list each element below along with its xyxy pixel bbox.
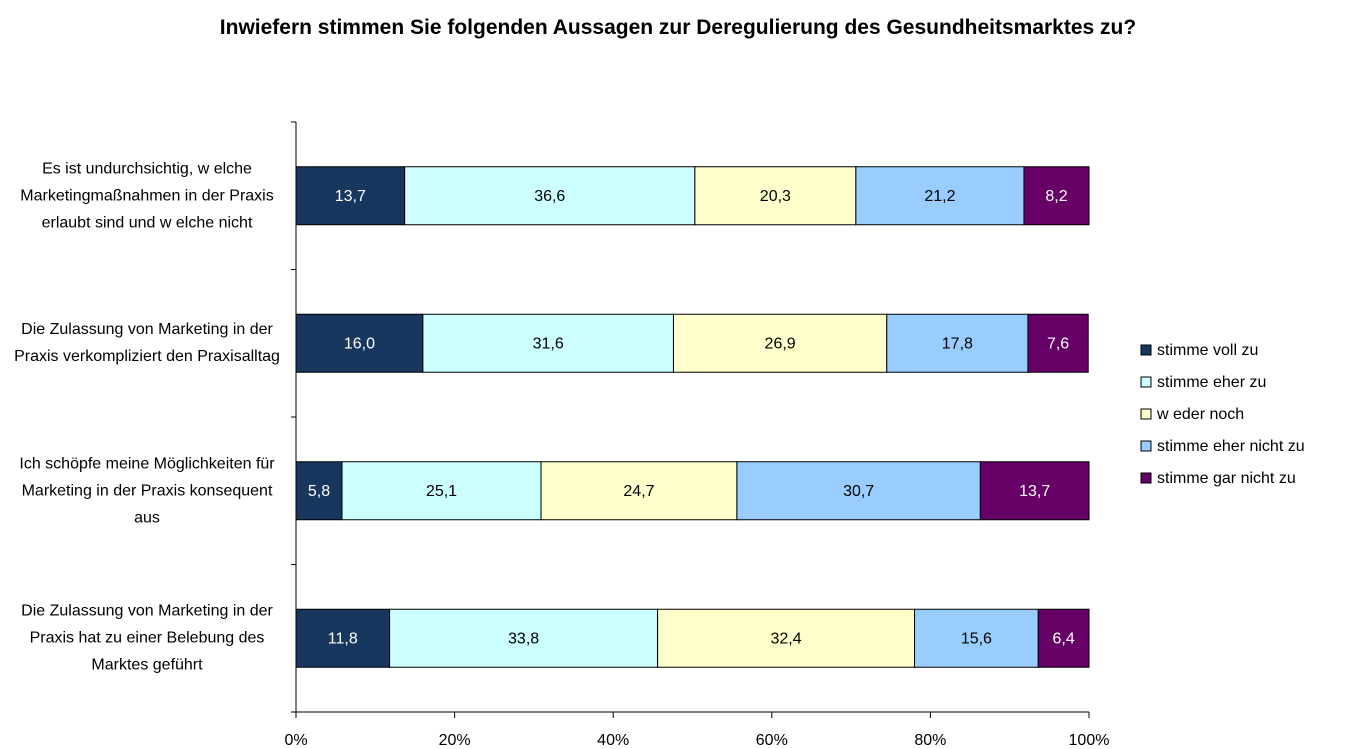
x-tick-label: 20%: [439, 732, 471, 749]
bar-segment: [295, 166, 406, 226]
bar-segment: [295, 461, 343, 521]
x-tick-label: 40%: [597, 732, 629, 749]
data-label: 13,7: [1019, 483, 1050, 500]
legend-swatch: [1140, 472, 1152, 484]
bar-segment: [341, 461, 542, 521]
data-label: 6,4: [1052, 630, 1074, 647]
legend-swatch: [1140, 408, 1152, 420]
x-tick-label: 60%: [756, 732, 788, 749]
category-label: Ich schöpfe meine Möglichkeiten für Mark…: [19, 455, 275, 527]
legend-swatch: [1140, 344, 1152, 356]
category-label: Die Zulassung von Marketing in der Praxi…: [14, 321, 280, 366]
bar-segment: [736, 461, 981, 521]
legend-swatch: [1140, 376, 1152, 388]
bar-segment: [1037, 608, 1090, 668]
bar-segment: [855, 166, 1025, 226]
bar-segment: [404, 166, 696, 226]
bar-segment: [389, 608, 659, 668]
bar-segment: [295, 313, 424, 373]
data-label: 16,0: [344, 335, 375, 352]
bar-segment: [657, 608, 916, 668]
chart-title: Inwiefern stimmen Sie folgenden Aussagen…: [219, 16, 1137, 39]
bar-segment: [422, 313, 674, 373]
bar-segment: [672, 313, 888, 373]
bar-segment: [914, 608, 1039, 668]
legend-label: stimme voll zu: [1157, 342, 1258, 359]
data-label: 5,8: [308, 483, 330, 500]
bar-segment: [979, 461, 1090, 521]
data-label: 31,6: [533, 335, 564, 352]
category-label: Die Zulassung von Marketing in der Praxi…: [21, 602, 273, 674]
data-label: 8,2: [1045, 188, 1067, 205]
bar-segment: [694, 166, 857, 226]
legend-swatch: [1140, 440, 1152, 452]
data-label: 33,8: [508, 630, 539, 647]
data-label: 36,6: [534, 188, 565, 205]
data-label: 15,6: [961, 630, 992, 647]
data-label: 21,2: [924, 188, 955, 205]
legend-label: stimme eher nicht zu: [1157, 438, 1305, 455]
data-label: 13,7: [335, 188, 366, 205]
bar-segment: [1027, 313, 1089, 373]
bar-segment: [540, 461, 738, 521]
data-label: 30,7: [843, 483, 874, 500]
data-label: 7,6: [1047, 335, 1069, 352]
data-label: 25,1: [426, 483, 457, 500]
data-label: 26,9: [765, 335, 796, 352]
legend-label: stimme eher zu: [1157, 374, 1266, 391]
category-label: Es ist undurchsichtig, w elche Marketing…: [20, 160, 274, 232]
data-label: 24,7: [623, 483, 654, 500]
data-label: 11,8: [328, 630, 358, 647]
bar-segment: [1023, 166, 1090, 226]
data-label: 32,4: [771, 630, 802, 647]
x-tick-label: 0%: [284, 732, 307, 749]
x-tick-label: 100%: [1069, 732, 1110, 749]
bar-segment: [295, 608, 391, 668]
data-label: 20,3: [760, 188, 791, 205]
legend-label: w eder noch: [1156, 406, 1244, 423]
data-label: 17,8: [942, 335, 973, 352]
legend-label: stimme gar nicht zu: [1157, 470, 1296, 487]
x-tick-label: 80%: [914, 732, 946, 749]
